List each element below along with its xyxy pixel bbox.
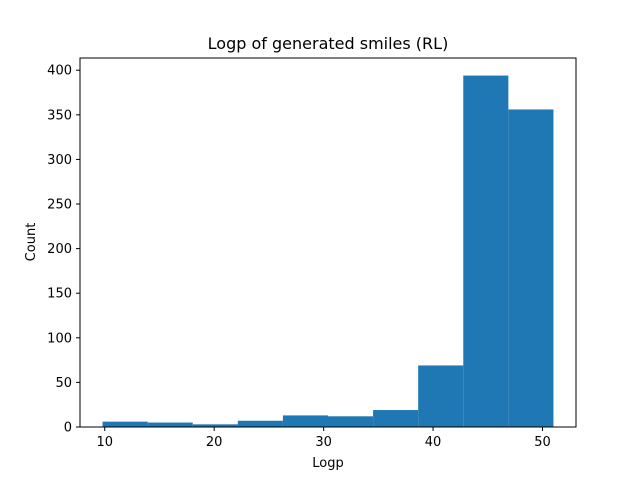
x-tick-label: 30 (315, 435, 332, 450)
y-tick-label: 250 (47, 198, 72, 213)
chart-title: Logp of generated smiles (RL) (208, 34, 449, 53)
y-axis-ticks: 0 50 100 150 200 250 300 350 400 (47, 64, 80, 436)
x-tick-label: 10 (96, 435, 113, 450)
histogram-bar (508, 109, 554, 428)
x-tick-label: 20 (206, 435, 223, 450)
histogram-bar (282, 415, 328, 427)
x-tick-label: 40 (425, 435, 442, 450)
y-tick-label: 400 (47, 64, 72, 79)
y-tick-label: 300 (47, 153, 72, 168)
y-tick-label: 50 (55, 376, 72, 391)
histogram-bar (237, 420, 283, 427)
histogram-bar (373, 410, 419, 427)
histogram-bar (147, 422, 193, 427)
histogram-bar (102, 421, 148, 427)
x-tick-label: 50 (534, 435, 551, 450)
y-axis-label: Count (24, 223, 39, 262)
x-axis-ticks: 10 20 30 40 50 (96, 427, 551, 450)
histogram-bar (328, 416, 374, 427)
bars-group (102, 75, 554, 428)
histogram-bar (463, 75, 509, 428)
y-tick-label: 150 (47, 287, 72, 302)
y-tick-label: 100 (47, 331, 72, 346)
y-tick-label: 200 (47, 242, 72, 257)
x-axis-label: Logp (312, 456, 343, 471)
histogram-bar (192, 424, 238, 427)
y-tick-label: 350 (47, 108, 72, 123)
plot-frame (79, 57, 577, 428)
histogram-bar (418, 365, 464, 427)
y-tick-label: 0 (64, 421, 72, 436)
